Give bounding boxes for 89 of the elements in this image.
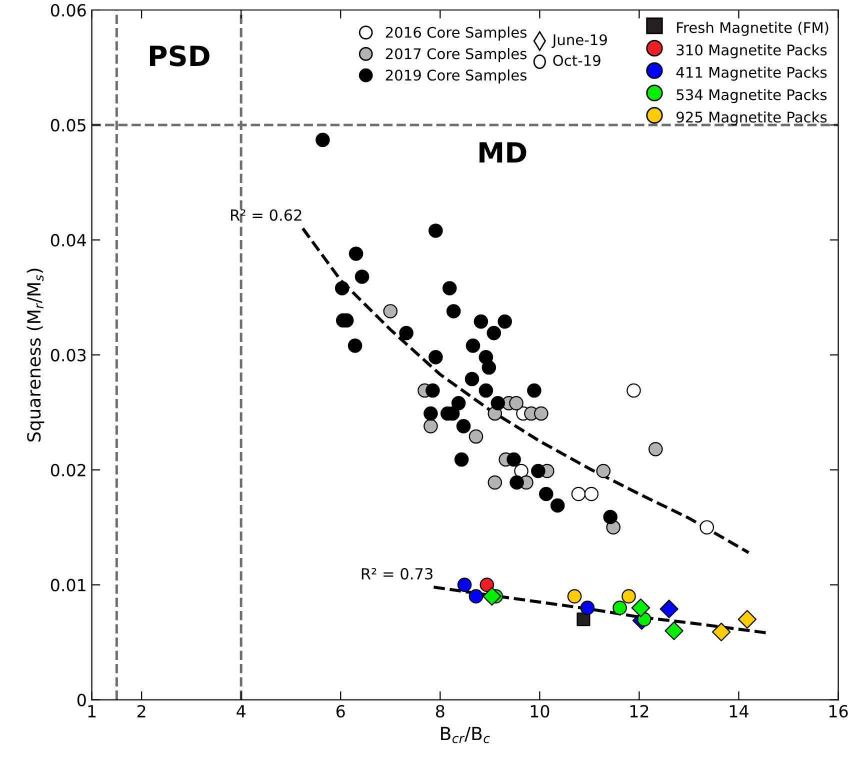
legend-label: 925 Magnetite Packs (676, 111, 827, 126)
point (424, 419, 438, 434)
annotation: PSD (150, 45, 210, 66)
point (626, 383, 641, 398)
point (664, 621, 684, 640)
point (426, 383, 440, 398)
annotation: MD (480, 142, 526, 163)
y-tick-label: 0.05 (50, 118, 86, 132)
y-tick-label: 0.01 (50, 578, 86, 592)
point (488, 475, 502, 490)
legend-label: 2017 Core Samples (386, 48, 526, 62)
y-tick-label: 0 (77, 694, 86, 706)
point (424, 406, 438, 421)
point (348, 246, 364, 261)
x-tick-label: 6 (336, 704, 345, 718)
point (348, 338, 362, 353)
point (464, 372, 480, 386)
point (442, 281, 457, 296)
point (486, 326, 502, 340)
point (428, 224, 443, 238)
point (457, 578, 472, 592)
legend-label: 2016 Core Samples (386, 26, 526, 41)
point (383, 304, 398, 318)
point (466, 338, 480, 353)
point (506, 452, 521, 467)
point (631, 598, 650, 618)
point (354, 270, 370, 284)
point (468, 589, 484, 604)
point (498, 314, 512, 329)
point (510, 475, 524, 490)
annotation: June-19 (552, 34, 607, 48)
point (534, 406, 548, 421)
point (428, 350, 443, 364)
point (539, 486, 554, 502)
x-tick-label: 16 (829, 704, 848, 718)
point (527, 383, 542, 398)
point (399, 326, 414, 340)
y-axis-title: Squareness (M$_{r}$/M$_{s}$) (26, 268, 44, 442)
point (584, 486, 599, 502)
point (478, 383, 494, 398)
point (334, 281, 350, 296)
point (482, 360, 496, 375)
point (648, 442, 663, 456)
point (531, 464, 546, 478)
point (509, 396, 524, 410)
point (316, 132, 330, 148)
x-tick-label: 8 (436, 704, 444, 718)
point (612, 600, 627, 615)
point (622, 589, 636, 604)
point (567, 589, 582, 604)
point (576, 612, 590, 626)
y-tick-label: 0.02 (50, 464, 86, 476)
point (482, 586, 502, 606)
annotation: R² = 0.62 (231, 209, 302, 221)
point (712, 622, 731, 642)
point (580, 600, 595, 615)
point (571, 486, 586, 502)
point (451, 396, 466, 410)
line-series (301, 226, 750, 554)
legend-label: Fresh Magnetite (FM) (677, 22, 828, 36)
point (603, 510, 618, 524)
point (738, 610, 757, 629)
y-tick-label: 0.04 (50, 234, 86, 246)
point (468, 429, 484, 444)
point (700, 520, 714, 534)
x-tick-label: 10 (530, 704, 550, 718)
point (454, 452, 469, 467)
point (550, 498, 565, 513)
point (456, 419, 471, 434)
legend-label: 2019 Core Samples (386, 69, 526, 84)
annotation: Oct-19 (553, 54, 600, 66)
point (660, 600, 678, 618)
x-tick-label: 4 (236, 705, 246, 718)
annotation: R² = 0.73 (362, 568, 432, 580)
legend-label: 411 Magnetite Packs (676, 66, 827, 81)
point (490, 396, 506, 410)
x-tick-label: 14 (730, 705, 748, 718)
x-axis-title: B$_{cr}$/B$_{c}$ (441, 726, 490, 744)
x-tick-label: 2 (137, 704, 146, 718)
point (480, 578, 494, 592)
legend-label: 310 Magnetite Packs (676, 44, 827, 58)
y-tick-label: 0.03 (50, 348, 86, 362)
x-tick-label: 12 (630, 704, 648, 718)
legend-label: 534 Magnetite Packs (676, 88, 827, 104)
x-tick-label: 1 (88, 705, 96, 718)
point (474, 314, 488, 329)
point (596, 464, 611, 478)
y-tick-label: 0.06 (50, 4, 86, 17)
point (446, 304, 461, 318)
